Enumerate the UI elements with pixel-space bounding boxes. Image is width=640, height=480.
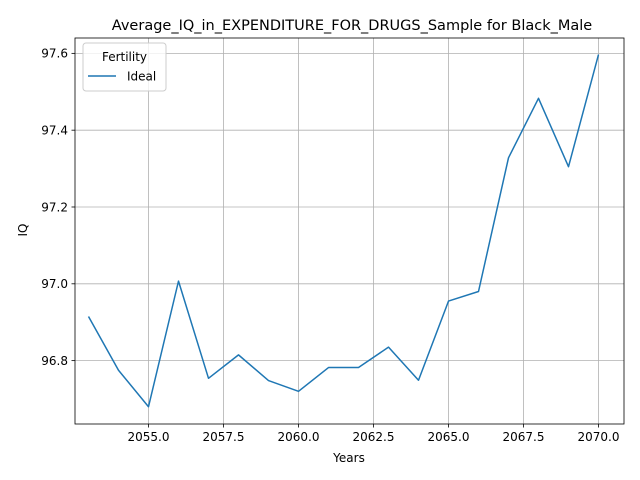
legend-title: Fertility [102,50,147,64]
x-tick-label: 2060.0 [278,430,320,444]
y-tick-label: 97.6 [41,47,68,61]
y-tick-label: 97.0 [41,277,68,291]
legend-box [82,42,167,92]
y-tick-label: 97.2 [41,200,68,214]
gridlines [75,38,624,424]
y-tick-label: 97.4 [41,123,68,137]
plot-series [87,54,600,408]
plot-frame [74,37,625,425]
legend: Fertility Ideal [82,42,167,92]
x-tick-label: 2065.0 [428,430,470,444]
y-axis-label: IQ [16,224,30,237]
y-axis-ticks: 96.8 97.0 97.2 97.4 97.6 [41,47,75,368]
x-tick-label: 2062.5 [353,430,395,444]
series-line-ideal [87,54,600,408]
x-tick-label: 2057.5 [203,430,245,444]
legend-entry-ideal: Ideal [127,70,156,84]
chart-title: Average_IQ_in_EXPENDITURE_FOR_DRUGS_Samp… [112,18,592,34]
x-tick-label: 2070.0 [578,430,620,444]
x-axis-ticks: 2055.0 2057.5 2060.0 2062.5 2065.0 2067.5 2070… [128,424,620,444]
x-tick-label: 2055.0 [128,430,170,444]
y-tick-label: 96.8 [41,354,68,368]
x-tick-label: 2067.5 [503,430,545,444]
x-axis-label: Years [332,451,365,465]
